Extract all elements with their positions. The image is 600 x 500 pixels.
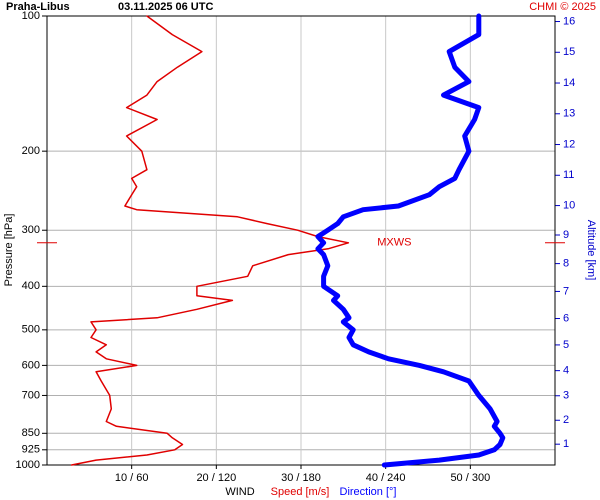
y2-tick-label: 6 xyxy=(563,312,569,324)
legend-entry: Speed [m/s] xyxy=(271,486,330,498)
plot-frame xyxy=(46,15,556,466)
y-tick-label: 100 xyxy=(22,10,40,22)
y2-tick-label: 5 xyxy=(563,339,569,351)
annotation-label: MXWS xyxy=(377,237,411,249)
y-tick-label: 850 xyxy=(22,427,40,439)
y2-tick-label: 2 xyxy=(563,414,569,426)
y2-tick-label: 13 xyxy=(563,108,575,120)
y2-tick-label: 11 xyxy=(563,169,574,181)
y2-tick-label: 12 xyxy=(563,138,575,150)
y-tick-label: 400 xyxy=(22,280,40,292)
x-tick-label: 40 / 240 xyxy=(366,472,406,484)
y-tick-label: 300 xyxy=(22,224,40,236)
y-tick-label: 1000 xyxy=(16,459,40,471)
y-tick-label: 600 xyxy=(22,359,40,371)
x-tick-label: 30 / 180 xyxy=(281,472,321,484)
y2-tick-label: 15 xyxy=(563,46,575,58)
y2-tick-label: 4 xyxy=(563,365,569,377)
y2-tick-label: 14 xyxy=(563,77,575,89)
x-tick-label: 10 / 60 xyxy=(115,472,149,484)
legend-entry: Direction [°] xyxy=(340,486,397,498)
y2-tick-label: 8 xyxy=(563,258,569,270)
profile-line xyxy=(70,15,350,466)
y2-tick-label: 16 xyxy=(563,15,575,27)
chart-title: Praha-Libus xyxy=(6,1,70,13)
y-tick-label: 700 xyxy=(22,389,40,401)
y-tick-label: 500 xyxy=(22,324,40,336)
y2-axis-label: Altitude [km] xyxy=(585,220,597,281)
y-axis-label: Pressure [hPa] xyxy=(3,214,15,287)
x-axis-label: WIND xyxy=(225,486,254,498)
y-tick-label: 925 xyxy=(22,444,40,456)
credit: CHMI © 2025 xyxy=(529,1,596,13)
profile-line xyxy=(315,13,506,468)
chart-subtitle: 03.11.2025 06 UTC xyxy=(118,1,213,13)
y2-tick-label: 7 xyxy=(563,285,569,297)
x-tick-label: 50 / 300 xyxy=(450,472,490,484)
y2-tick-label: 1 xyxy=(563,438,569,450)
x-tick-label: 20 / 120 xyxy=(196,472,236,484)
y2-tick-label: 3 xyxy=(563,390,569,402)
y2-tick-label: 9 xyxy=(563,229,569,241)
y-tick-label: 200 xyxy=(22,145,40,157)
y2-tick-label: 10 xyxy=(563,199,575,211)
